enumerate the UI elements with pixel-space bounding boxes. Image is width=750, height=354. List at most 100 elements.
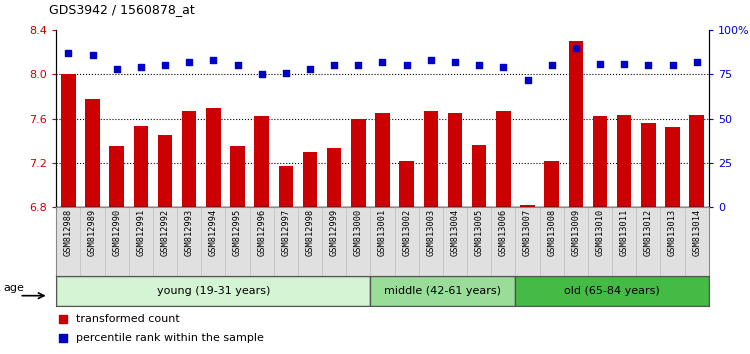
Point xyxy=(570,45,582,51)
Point xyxy=(642,63,654,68)
Bar xyxy=(56,207,80,276)
Bar xyxy=(661,207,685,276)
Point xyxy=(280,70,292,75)
Point xyxy=(473,63,485,68)
Text: percentile rank within the sample: percentile rank within the sample xyxy=(76,333,264,343)
Text: GSM812993: GSM812993 xyxy=(184,209,194,256)
Bar xyxy=(472,145,487,207)
Point xyxy=(232,63,244,68)
Text: transformed count: transformed count xyxy=(76,314,179,325)
Bar xyxy=(424,111,438,207)
Point xyxy=(521,77,533,82)
Bar xyxy=(134,126,148,207)
Point xyxy=(328,63,340,68)
Bar xyxy=(685,207,709,276)
Point xyxy=(159,63,171,68)
Text: GSM812992: GSM812992 xyxy=(160,209,170,256)
Point xyxy=(304,66,316,72)
Point xyxy=(352,63,364,68)
Text: GSM813000: GSM813000 xyxy=(354,209,363,256)
Point xyxy=(424,57,436,63)
Text: GSM812998: GSM812998 xyxy=(305,209,314,256)
Point xyxy=(546,63,558,68)
Bar xyxy=(250,207,274,276)
Text: GSM813012: GSM813012 xyxy=(644,209,652,256)
Bar xyxy=(322,207,346,276)
Bar xyxy=(346,207,370,276)
Bar xyxy=(327,148,341,207)
Point xyxy=(691,59,703,65)
Text: GSM813004: GSM813004 xyxy=(451,209,460,256)
Bar xyxy=(564,207,588,276)
Bar xyxy=(375,113,390,207)
Text: young (19-31 years): young (19-31 years) xyxy=(157,286,270,296)
Point xyxy=(135,64,147,70)
Bar xyxy=(419,207,443,276)
Bar xyxy=(303,152,317,207)
Bar xyxy=(158,135,172,207)
Bar xyxy=(153,207,177,276)
Text: GSM812989: GSM812989 xyxy=(88,209,97,256)
Text: GSM812995: GSM812995 xyxy=(233,209,242,256)
Text: GSM813005: GSM813005 xyxy=(475,209,484,256)
Bar xyxy=(351,119,365,207)
Point xyxy=(376,59,388,65)
Text: GSM813010: GSM813010 xyxy=(596,209,604,256)
Text: GSM812990: GSM812990 xyxy=(112,209,122,256)
Bar xyxy=(274,207,298,276)
Point xyxy=(256,72,268,77)
Bar xyxy=(370,276,515,306)
Text: GSM812997: GSM812997 xyxy=(281,209,290,256)
Bar xyxy=(86,99,100,207)
Bar xyxy=(400,161,414,207)
Bar xyxy=(278,166,293,207)
Bar xyxy=(201,207,226,276)
Bar xyxy=(496,111,511,207)
Text: GSM813002: GSM813002 xyxy=(402,209,411,256)
Text: GDS3942 / 1560878_at: GDS3942 / 1560878_at xyxy=(49,3,194,16)
Bar xyxy=(177,207,201,276)
Point xyxy=(183,59,195,65)
Bar xyxy=(206,108,220,207)
Bar xyxy=(129,207,153,276)
Bar xyxy=(491,207,515,276)
Text: GSM813008: GSM813008 xyxy=(548,209,556,256)
Bar xyxy=(665,127,680,207)
Bar xyxy=(544,161,559,207)
Bar xyxy=(617,115,632,207)
Text: GSM812991: GSM812991 xyxy=(136,209,146,256)
Text: GSM813007: GSM813007 xyxy=(523,209,532,256)
Bar xyxy=(394,207,418,276)
Point xyxy=(57,335,69,341)
Point xyxy=(400,63,412,68)
Text: GSM812996: GSM812996 xyxy=(257,209,266,256)
Text: GSM813003: GSM813003 xyxy=(426,209,435,256)
Bar xyxy=(443,207,467,276)
Bar xyxy=(298,207,322,276)
Bar xyxy=(80,207,104,276)
Text: GSM813009: GSM813009 xyxy=(572,209,580,256)
Bar xyxy=(520,205,535,207)
Text: GSM813013: GSM813013 xyxy=(668,209,677,256)
Point xyxy=(57,316,69,322)
Point xyxy=(594,61,606,67)
Bar xyxy=(636,207,661,276)
Text: age: age xyxy=(4,282,25,293)
Bar xyxy=(641,123,656,207)
Bar xyxy=(56,276,370,306)
Bar xyxy=(515,207,539,276)
Text: GSM812988: GSM812988 xyxy=(64,209,73,256)
Point xyxy=(62,50,74,56)
Text: GSM812999: GSM812999 xyxy=(330,209,339,256)
Bar xyxy=(467,207,491,276)
Bar xyxy=(612,207,636,276)
Point xyxy=(111,66,123,72)
Text: GSM813006: GSM813006 xyxy=(499,209,508,256)
Text: old (65-84 years): old (65-84 years) xyxy=(564,286,660,296)
Point xyxy=(449,59,461,65)
Point xyxy=(497,64,509,70)
Bar xyxy=(226,207,250,276)
Bar xyxy=(539,207,564,276)
Bar xyxy=(588,207,612,276)
Text: GSM813014: GSM813014 xyxy=(692,209,701,256)
